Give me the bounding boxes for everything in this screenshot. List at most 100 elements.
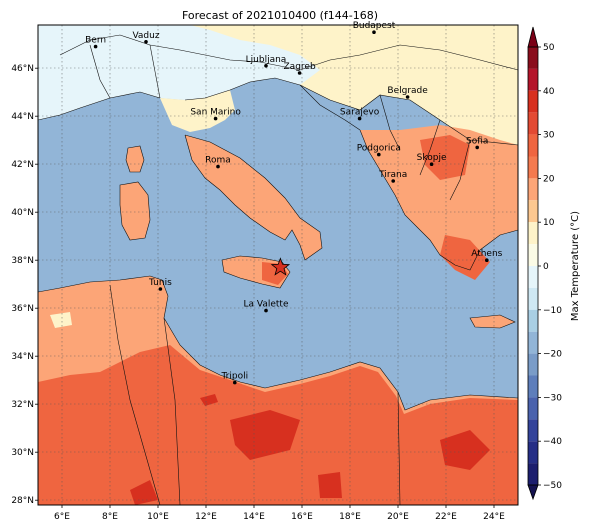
colorbar-segment bbox=[528, 397, 538, 420]
y-tick-label: 34°N bbox=[11, 352, 34, 362]
colorbar-segment bbox=[528, 309, 538, 332]
hot-spot-3 bbox=[200, 394, 218, 406]
colorbar-tick-label: −10 bbox=[543, 306, 562, 316]
y-tick-label: 32°N bbox=[11, 400, 34, 410]
city-label: Zagreb bbox=[284, 62, 316, 72]
city-label: Belgrade bbox=[387, 86, 428, 96]
colorbar-segment bbox=[528, 112, 538, 135]
colorbar-tick-label: 10 bbox=[543, 218, 555, 228]
colorbar-segment bbox=[528, 222, 538, 245]
city-label: Vaduz bbox=[132, 31, 159, 41]
crete-land bbox=[470, 315, 515, 328]
colorbar-segment bbox=[528, 47, 538, 69]
star-marker bbox=[270, 257, 291, 276]
city-dot bbox=[213, 116, 218, 121]
alps-cold bbox=[38, 25, 320, 120]
graticule bbox=[38, 25, 518, 505]
city-dot bbox=[297, 71, 302, 75]
city-dot bbox=[264, 308, 268, 313]
city-label: Skopje bbox=[417, 153, 447, 163]
colorbar-segment bbox=[528, 68, 538, 91]
colorbar-segment bbox=[528, 287, 538, 310]
city-dot bbox=[93, 44, 98, 49]
city-dot bbox=[485, 258, 489, 263]
colorbar-segment bbox=[528, 134, 538, 157]
x-axis-ticks: 6°E 8°E 10°E 12°E 14°E 16°E 18°E 20°E 22°E 24°E bbox=[54, 505, 505, 522]
colorbar-segment bbox=[528, 419, 538, 442]
hot-spot-2 bbox=[440, 430, 490, 470]
city-label: La Valette bbox=[244, 300, 289, 310]
city-dot bbox=[405, 95, 410, 99]
country-borders bbox=[38, 34, 518, 505]
y-tick-label: 42°N bbox=[11, 160, 34, 170]
colorbar-tick-label: −40 bbox=[543, 437, 562, 447]
colorbar-tick-label: 40 bbox=[543, 87, 555, 97]
colorbar-segment bbox=[528, 156, 538, 179]
colorbar-tick-label: −50 bbox=[543, 481, 562, 491]
map-title: Forecast of 2021010400 (f144-168) bbox=[182, 9, 378, 22]
colorbar-tick-label: −30 bbox=[543, 393, 562, 403]
colorbar-segment bbox=[528, 463, 538, 485]
x-tick-label: 24°E bbox=[483, 512, 505, 522]
city-label: Tunis bbox=[148, 278, 172, 288]
sardinia-land bbox=[120, 182, 150, 240]
city-label: Budapest bbox=[353, 21, 396, 31]
hot-spot-5 bbox=[130, 480, 158, 505]
colorbar-tick-label: 50 bbox=[543, 43, 555, 53]
corsica-land bbox=[126, 146, 144, 172]
city-dot bbox=[377, 152, 381, 157]
city-dot bbox=[158, 287, 163, 291]
city-label: Podgorica bbox=[357, 144, 401, 154]
colorbar-segment bbox=[528, 331, 538, 354]
colorbar-segment bbox=[528, 441, 538, 464]
y-tick-label: 28°N bbox=[11, 496, 34, 506]
x-tick-label: 10°E bbox=[147, 512, 169, 522]
city-label: Tripoli bbox=[220, 372, 248, 382]
y-axis-ticks: 46°N 44°N 42°N 40°N 38°N 36°N 34°N 32°N 30°N 28°N bbox=[11, 64, 38, 506]
colorbar-max-arrow bbox=[527, 26, 539, 48]
city-dot bbox=[429, 162, 434, 166]
city-label: Bern bbox=[85, 36, 106, 46]
colorbar: 50 40 30 20 10 0 −10 −20 −30 −40 −50 bbox=[527, 26, 562, 501]
city-dot bbox=[264, 64, 268, 68]
city-dot bbox=[216, 164, 220, 169]
city-dot bbox=[233, 380, 237, 385]
city-label: Sarajevo bbox=[340, 108, 380, 118]
colorbar-segment bbox=[528, 90, 538, 113]
map-frame bbox=[37, 24, 519, 506]
hot-spot-1 bbox=[230, 410, 300, 460]
balkans-land bbox=[360, 125, 518, 270]
hot-spot-4 bbox=[318, 472, 342, 498]
italy-north-land bbox=[160, 90, 235, 132]
city-label: Sofia bbox=[466, 136, 488, 146]
balkans-warm bbox=[420, 135, 470, 180]
colorbar-segment bbox=[528, 375, 538, 398]
greece-south bbox=[440, 235, 490, 280]
x-tick-label: 8°E bbox=[102, 512, 118, 522]
x-tick-label: 12°E bbox=[195, 512, 217, 522]
city-label: Athens bbox=[471, 249, 502, 259]
colorbar-tick-label: 20 bbox=[543, 174, 555, 184]
x-tick-label: 6°E bbox=[54, 512, 70, 522]
city-label: Tirana bbox=[378, 170, 407, 180]
colorbar-segment bbox=[528, 266, 538, 288]
colorbar-tick-label: 30 bbox=[543, 131, 555, 141]
y-tick-label: 46°N bbox=[11, 64, 34, 74]
x-tick-label: 18°E bbox=[339, 512, 361, 522]
x-tick-label: 16°E bbox=[291, 512, 313, 522]
city-dot bbox=[144, 40, 148, 44]
colorbar-segment bbox=[528, 200, 538, 223]
colorbar-tick-label: 0 bbox=[543, 262, 549, 272]
city-label: Ljubljana bbox=[246, 55, 287, 65]
colorbar-segment bbox=[528, 178, 538, 201]
x-tick-label: 14°E bbox=[243, 512, 265, 522]
y-tick-label: 38°N bbox=[11, 256, 34, 266]
tunisia-cool bbox=[50, 312, 72, 328]
y-tick-label: 40°N bbox=[11, 208, 34, 218]
city-label: San Marino bbox=[190, 108, 241, 118]
colorbar-segment bbox=[528, 244, 538, 266]
city-dot bbox=[391, 179, 396, 183]
y-tick-label: 36°N bbox=[11, 304, 34, 314]
